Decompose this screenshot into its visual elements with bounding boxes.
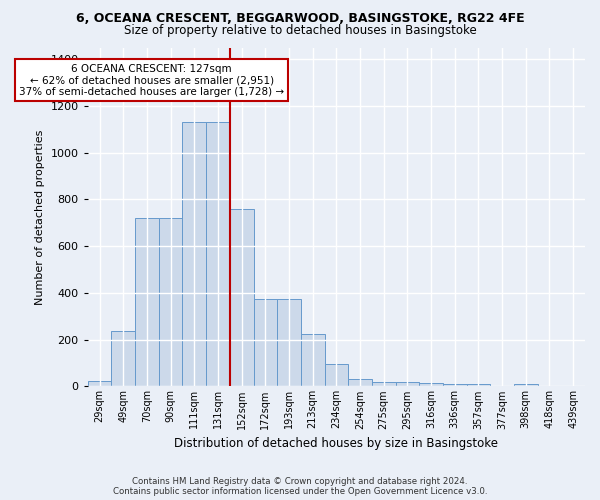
Bar [372, 382, 395, 386]
Bar [419, 383, 443, 386]
Bar [254, 298, 277, 386]
Text: Contains HM Land Registry data © Crown copyright and database right 2024.
Contai: Contains HM Land Registry data © Crown c… [113, 476, 487, 496]
Bar [277, 298, 301, 386]
Bar [230, 209, 254, 386]
Text: Size of property relative to detached houses in Basingstoke: Size of property relative to detached ho… [124, 24, 476, 37]
Bar [112, 332, 135, 386]
Bar [514, 384, 538, 386]
Bar [348, 380, 372, 386]
Text: 6 OCEANA CRESCENT: 127sqm
← 62% of detached houses are smaller (2,951)
37% of se: 6 OCEANA CRESCENT: 127sqm ← 62% of detac… [19, 64, 284, 97]
Y-axis label: Number of detached properties: Number of detached properties [35, 130, 45, 304]
Bar [395, 382, 419, 386]
Bar [182, 122, 206, 386]
X-axis label: Distribution of detached houses by size in Basingstoke: Distribution of detached houses by size … [175, 437, 499, 450]
Bar [88, 380, 112, 386]
Bar [467, 384, 490, 386]
Bar [159, 218, 182, 386]
Bar [325, 364, 348, 386]
Text: 6, OCEANA CRESCENT, BEGGARWOOD, BASINGSTOKE, RG22 4FE: 6, OCEANA CRESCENT, BEGGARWOOD, BASINGST… [76, 12, 524, 26]
Bar [301, 334, 325, 386]
Bar [206, 122, 230, 386]
Bar [443, 384, 467, 386]
Bar [135, 218, 159, 386]
